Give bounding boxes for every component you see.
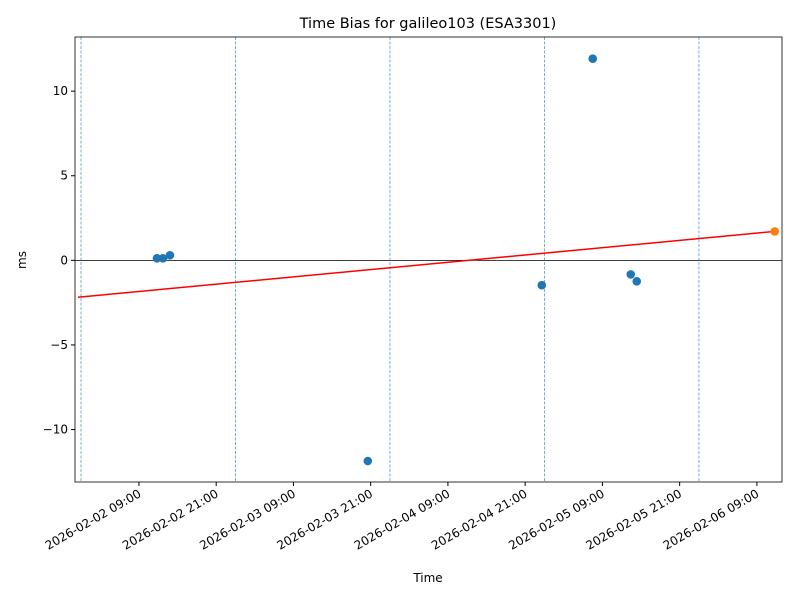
point xyxy=(165,250,175,260)
point xyxy=(626,270,636,279)
point xyxy=(158,254,168,263)
y-tick-label: 10 xyxy=(53,84,68,98)
fit-line xyxy=(77,230,775,298)
y-tick-label: 0 xyxy=(60,253,68,267)
point xyxy=(770,227,780,236)
plot-frame xyxy=(74,36,783,483)
x-axis-label: Time xyxy=(412,571,442,585)
point xyxy=(588,54,598,63)
y-tick-label: −5 xyxy=(50,338,68,352)
chart-title: Time Bias for galileo103 (ESA3301) xyxy=(299,16,557,32)
point xyxy=(537,280,547,290)
point xyxy=(632,277,642,286)
y-axis-label: ms xyxy=(15,251,29,269)
point xyxy=(152,254,162,263)
y-tick-label: 5 xyxy=(60,169,68,183)
point xyxy=(363,456,373,466)
y-tick-label: −10 xyxy=(43,423,68,437)
